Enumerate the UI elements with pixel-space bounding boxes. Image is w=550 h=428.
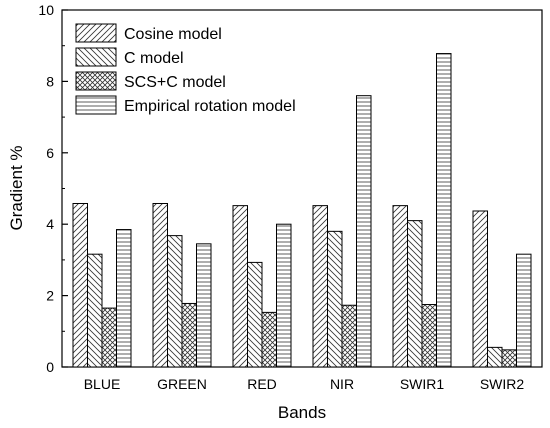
y-tick-label: 8 bbox=[46, 73, 54, 89]
bar bbox=[472, 210, 488, 368]
bar bbox=[501, 349, 517, 368]
legend-swatch bbox=[75, 23, 117, 43]
x-tick-label: RED bbox=[247, 376, 277, 392]
bar bbox=[436, 53, 452, 368]
bar bbox=[232, 205, 248, 368]
x-tick-label: SWIR1 bbox=[400, 376, 445, 392]
bar bbox=[261, 311, 277, 368]
y-tick-label: 4 bbox=[46, 216, 54, 232]
legend-swatch bbox=[75, 95, 117, 115]
bar bbox=[407, 220, 423, 368]
legend-label: Empirical rotation model bbox=[124, 98, 296, 115]
y-tick-label: 0 bbox=[46, 359, 54, 375]
bar bbox=[516, 253, 532, 368]
x-tick-label: NIR bbox=[330, 376, 354, 392]
x-tick-label: SWIR2 bbox=[480, 376, 525, 392]
bar bbox=[421, 304, 437, 368]
bar bbox=[101, 307, 117, 368]
bar bbox=[356, 95, 372, 368]
legend-label: SCS+C model bbox=[124, 74, 226, 91]
legend: Cosine model C model SCS+C model Empirical … bbox=[75, 23, 296, 115]
bar bbox=[247, 261, 263, 368]
plot-area bbox=[61, 9, 543, 368]
bar bbox=[87, 253, 103, 368]
y-axis: 0 2 4 6 8 10 bbox=[38, 2, 68, 375]
bars bbox=[72, 53, 532, 368]
x-tick-label: BLUE bbox=[84, 376, 121, 392]
legend-label: C model bbox=[124, 50, 184, 67]
x-axis-title: Bands bbox=[278, 403, 326, 422]
y-tick-label: 2 bbox=[46, 288, 54, 304]
y-tick-label: 6 bbox=[46, 145, 54, 161]
bar bbox=[327, 230, 343, 368]
bar bbox=[487, 346, 503, 368]
bar bbox=[392, 205, 408, 368]
bar bbox=[152, 202, 168, 368]
bar bbox=[196, 243, 212, 368]
bar bbox=[312, 205, 328, 368]
bar bbox=[181, 302, 197, 368]
y-tick-label: 10 bbox=[38, 2, 54, 18]
legend-label: Cosine model bbox=[124, 26, 222, 43]
bar bbox=[167, 235, 183, 368]
legend-swatch bbox=[75, 71, 117, 91]
x-axis: BLUE GREEN RED NIR SWIR1 SWIR2 bbox=[84, 361, 525, 392]
bar bbox=[72, 202, 88, 368]
y-axis-title: Gradient % bbox=[7, 145, 26, 230]
bar bbox=[341, 304, 357, 368]
bar bbox=[116, 229, 132, 368]
legend-swatch bbox=[75, 47, 117, 67]
bar bbox=[276, 223, 292, 368]
x-tick-label: GREEN bbox=[157, 376, 207, 392]
